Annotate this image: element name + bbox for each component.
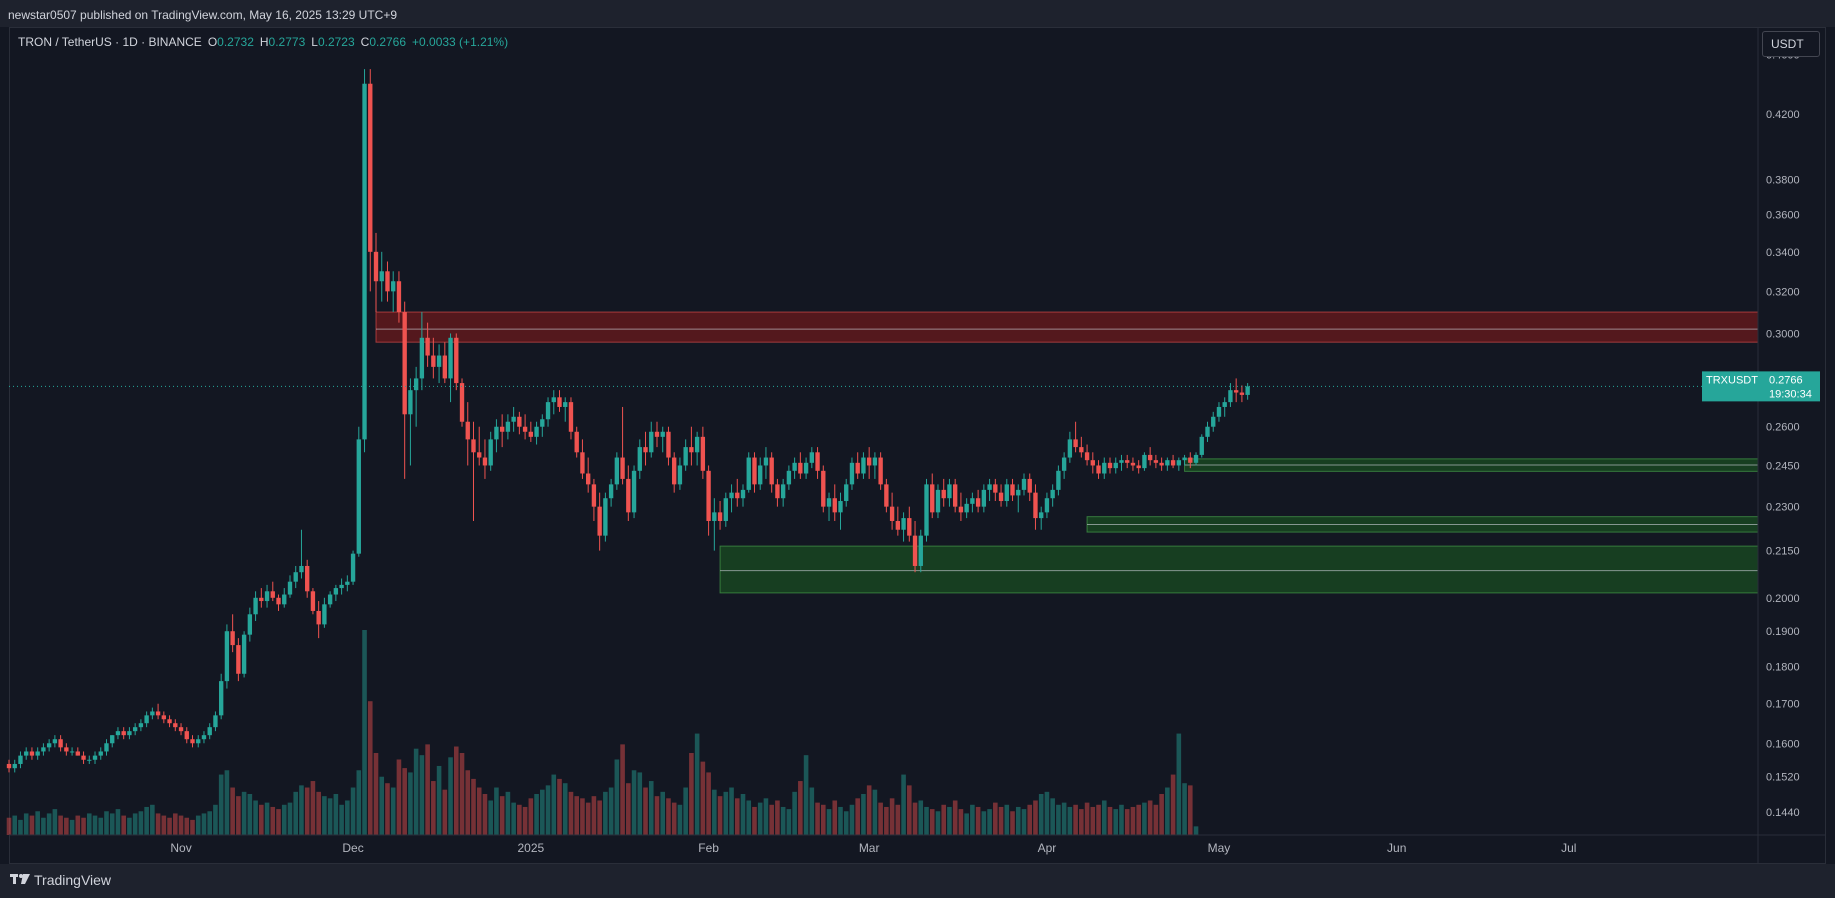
- footer-bar: [0, 864, 1835, 898]
- legend-high: 0.2773: [268, 35, 306, 49]
- legend-l-label: L: [311, 35, 318, 49]
- published-info: newstar0507 published on TradingView.com…: [8, 8, 398, 22]
- chart-frame[interactable]: [9, 27, 1826, 864]
- tradingview-logo[interactable]: TradingView: [10, 872, 111, 888]
- symbol-legend: TRON / TetherUS · 1D · BINANCE O0.2732 H…: [18, 35, 508, 49]
- tradingview-logo-icon: [10, 873, 30, 888]
- legend-open: 0.2732: [217, 35, 254, 49]
- legend-symbol: TRON / TetherUS · 1D · BINANCE: [18, 35, 202, 49]
- publish-bar: newstar0507 published on TradingView.com…: [0, 0, 1835, 27]
- legend-h-label: H: [259, 35, 269, 49]
- tradingview-logo-text: TradingView: [34, 872, 112, 888]
- legend-close: 0.2766: [369, 35, 407, 49]
- currency-button[interactable]: USDT: [1762, 31, 1820, 57]
- legend-c-label: C: [360, 35, 370, 49]
- legend-change: +0.0033 (+1.21%): [412, 35, 509, 49]
- legend-low: 0.2723: [317, 35, 355, 49]
- legend-o-label: O: [207, 35, 218, 49]
